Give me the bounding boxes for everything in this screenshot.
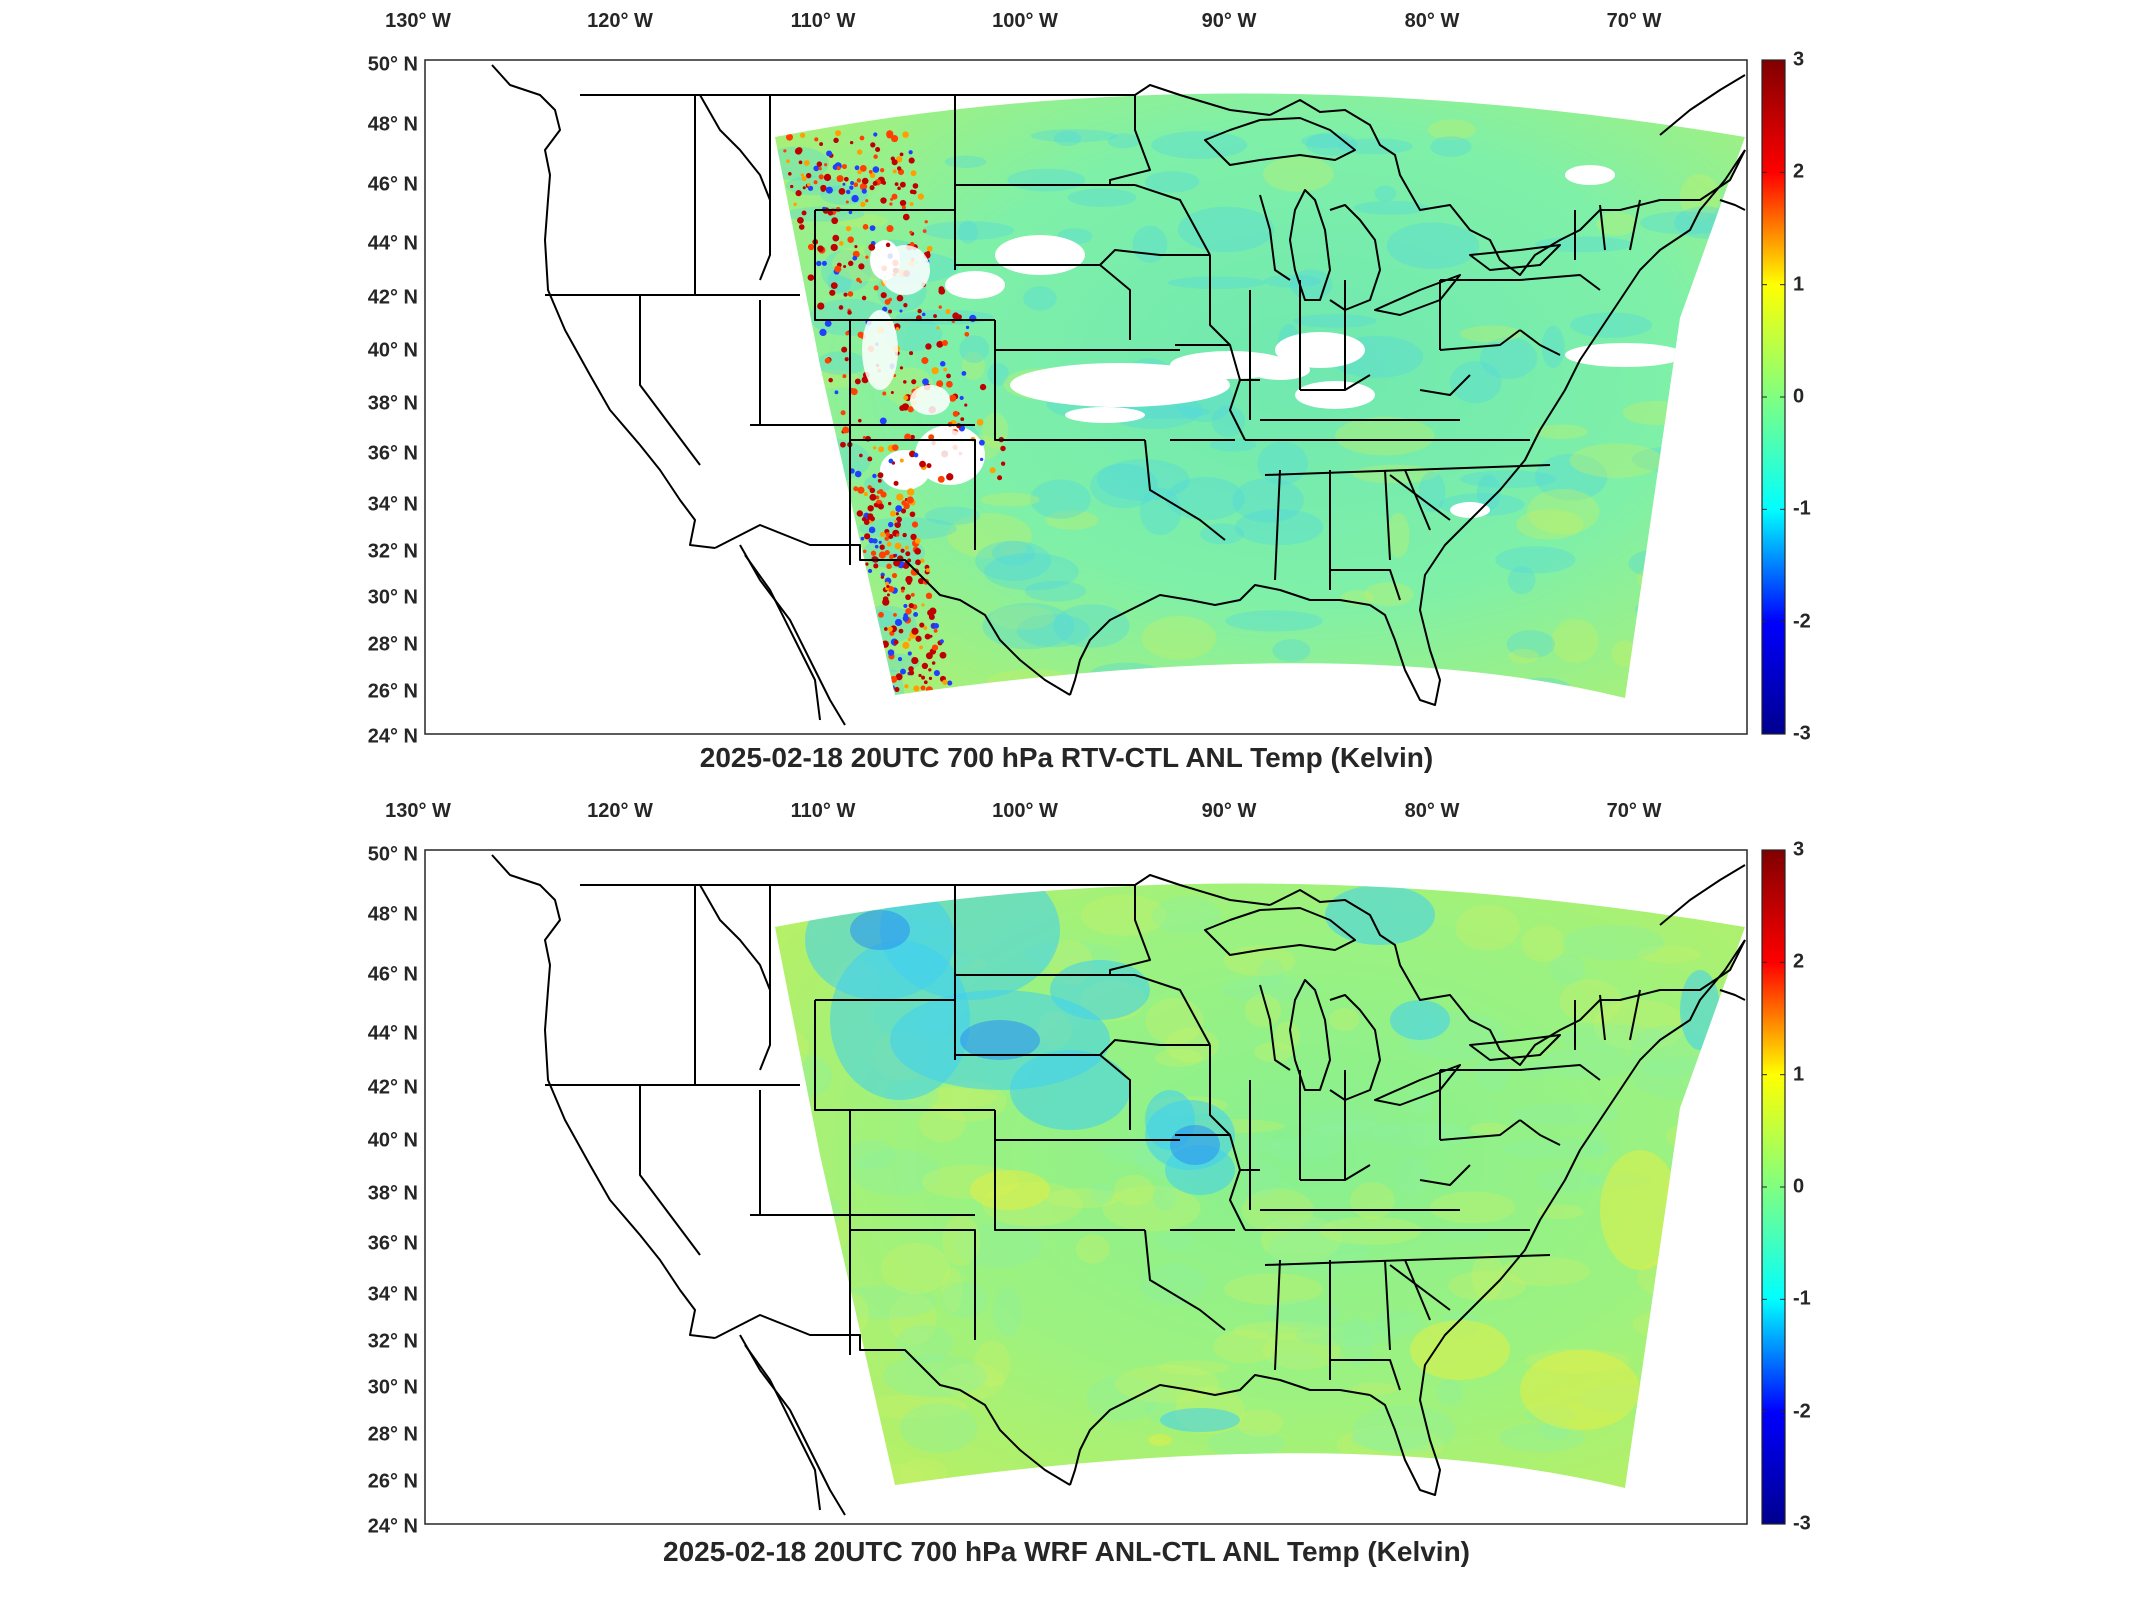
- latitude-label: 48° N: [367, 903, 418, 926]
- longitude-label: 90° W: [1201, 10, 1257, 32]
- colorbar-tick-label: -2: [1793, 610, 1811, 633]
- longitude-label: 100° W: [992, 800, 1058, 822]
- colorbar-tick-label: 2: [1793, 160, 1805, 183]
- colorbar-tick-label: 3: [1793, 48, 1805, 71]
- longitude-label: 120° W: [587, 10, 653, 32]
- longitude-label: 120° W: [587, 800, 653, 822]
- state-and-coast-outlines: [491, 854, 1746, 1516]
- colorbar-tick-label: 0: [1793, 385, 1805, 408]
- latitude-label: 32° N: [367, 1330, 418, 1353]
- longitude-label: 130° W: [385, 10, 451, 32]
- latitude-label: 24° N: [367, 725, 418, 748]
- latitude-label: 46° N: [367, 173, 418, 196]
- colorbar-tick-label: 1: [1793, 1063, 1805, 1086]
- latitude-label: 32° N: [367, 540, 418, 563]
- latitude-label: 42° N: [367, 1076, 418, 1099]
- map-figure: [424, 849, 1786, 1525]
- latitude-label: 44° N: [367, 1022, 418, 1045]
- map-title: 2025-02-18 20UTC 700 hPa RTV-CTL ANL Tem…: [699, 742, 1434, 773]
- latitude-label: 36° N: [367, 442, 418, 465]
- latitude-label: 36° N: [367, 1232, 418, 1255]
- longitude-label: 90° W: [1201, 800, 1257, 822]
- latitude-label: 38° N: [367, 392, 418, 415]
- latitude-label: 48° N: [367, 113, 418, 136]
- latitude-label: 46° N: [367, 963, 418, 986]
- longitude-label: 100° W: [992, 10, 1058, 32]
- longitude-label: 130° W: [385, 800, 451, 822]
- map-title: 2025-02-18 20UTC 700 hPa WRF ANL-CTL ANL…: [663, 1536, 1470, 1567]
- map-figure: [424, 59, 1786, 735]
- latitude-label: 24° N: [367, 1515, 418, 1538]
- colorbar-tick-label: -3: [1793, 722, 1811, 745]
- longitude-label: 80° W: [1404, 800, 1460, 822]
- latitude-label: 40° N: [367, 339, 418, 362]
- latitude-label: 40° N: [367, 1129, 418, 1152]
- longitude-label: 110° W: [790, 800, 856, 822]
- latitude-label: 34° N: [367, 1283, 418, 1306]
- longitude-label: 70° W: [1606, 10, 1662, 32]
- colorbar-tick-label: 0: [1793, 1175, 1805, 1198]
- longitude-label: 80° W: [1404, 10, 1460, 32]
- latitude-label: 26° N: [367, 1470, 418, 1493]
- latitude-label: 38° N: [367, 1182, 418, 1205]
- bottom-map-panel: 3 2 1 0 -1 -2 -3 130° W 120° W 110° W 100° W 90° W 8…: [0, 790, 2133, 1600]
- colorbar-tick-label: -3: [1793, 1512, 1811, 1535]
- latitude-label: 50° N: [367, 53, 418, 76]
- top-map-panel: 3 2 1 0 -1 -2 -3 130° W 120° W 110° W 100° W 90° W 8…: [0, 0, 2133, 790]
- latitude-label: 50° N: [367, 843, 418, 866]
- colorbar-tick-label: 3: [1793, 838, 1805, 861]
- latitude-label: 28° N: [367, 1423, 418, 1446]
- latitude-label: 34° N: [367, 493, 418, 516]
- state-and-coast-outlines: [491, 64, 1746, 726]
- colorbar-tick-label: -1: [1793, 497, 1811, 520]
- latitude-label: 44° N: [367, 232, 418, 255]
- latitude-label: 30° N: [367, 586, 418, 609]
- latitude-label: 28° N: [367, 633, 418, 656]
- colorbar-tick-label: -1: [1793, 1287, 1811, 1310]
- longitude-label: 70° W: [1606, 800, 1662, 822]
- latitude-label: 30° N: [367, 1376, 418, 1399]
- longitude-label: 110° W: [790, 10, 856, 32]
- latitude-label: 26° N: [367, 680, 418, 703]
- colorbar-tick-label: 2: [1793, 950, 1805, 973]
- latitude-label: 42° N: [367, 286, 418, 309]
- colorbar-tick-label: -2: [1793, 1400, 1811, 1423]
- colorbar-tick-label: 1: [1793, 273, 1805, 296]
